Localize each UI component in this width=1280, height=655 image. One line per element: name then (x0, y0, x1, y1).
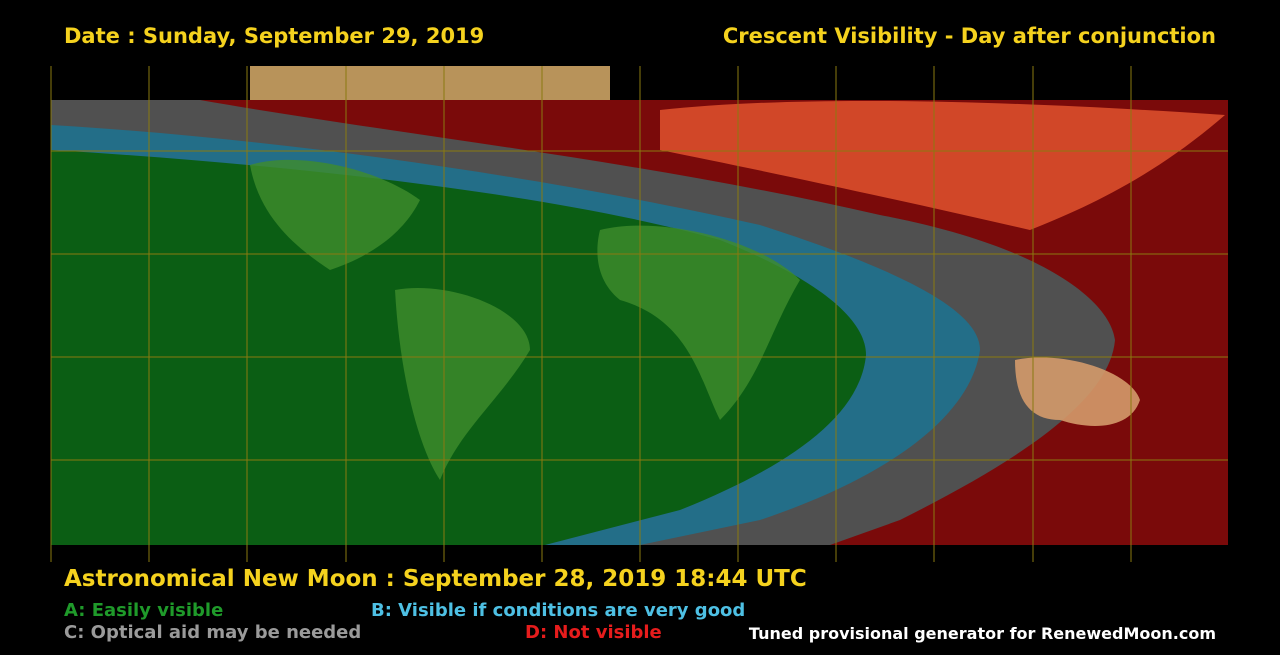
map-title: Crescent Visibility - Day after conjunct… (722, 24, 1216, 48)
land-north-america (250, 159, 420, 270)
legend-a: A: Easily visible (64, 600, 224, 621)
land-south-america (395, 288, 530, 480)
land-australia (1015, 357, 1140, 426)
graticule (50, 66, 1228, 562)
land-africa (597, 225, 800, 420)
arctic-land (250, 66, 610, 100)
legend-d: D: Not visible (525, 622, 662, 643)
legend-b: B: Visible if conditions are very good (371, 600, 746, 621)
legend-c: C: Optical aid may be needed (64, 622, 362, 643)
credit: Tuned provisional generator for RenewedM… (748, 624, 1216, 643)
date: Date : Sunday, September 29, 2019 (64, 24, 485, 48)
land-eurasia (660, 100, 1225, 230)
new-moon: Astronomical New Moon : September 28, 20… (64, 566, 807, 592)
